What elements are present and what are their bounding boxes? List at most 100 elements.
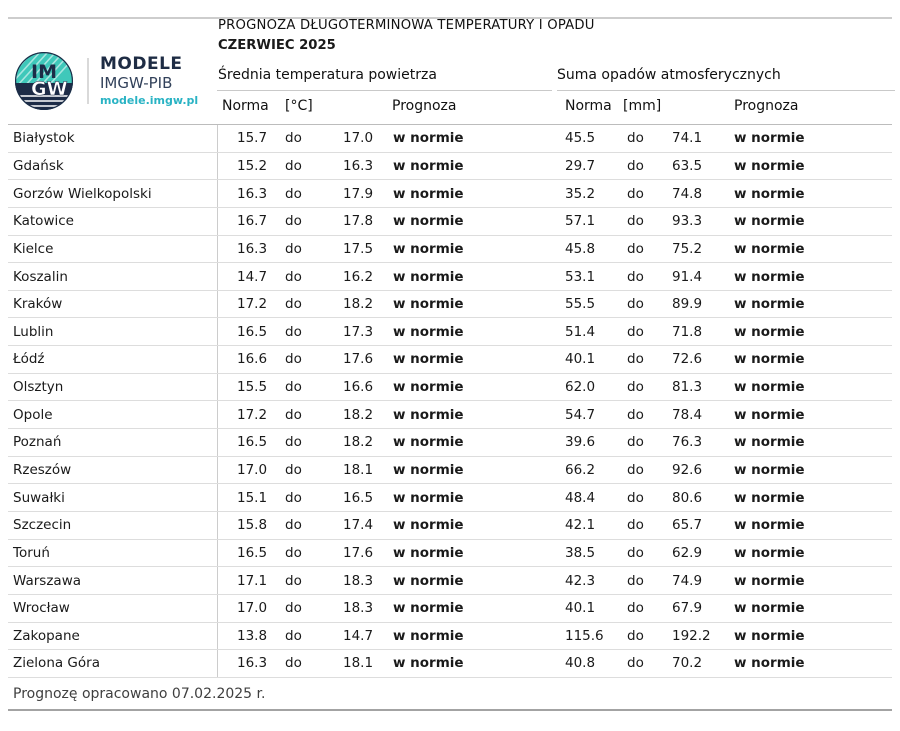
range-separator: do <box>285 462 302 478</box>
precip-norm-max: 62.9 <box>672 544 703 561</box>
precip-forecast: w normie <box>734 130 805 147</box>
precip-forecast: w normie <box>734 434 805 451</box>
range-separator: do <box>285 544 302 561</box>
city-name: Koszalin <box>13 268 68 285</box>
range-separator: do <box>627 655 644 672</box>
temp-forecast: w normie <box>393 185 464 202</box>
range-separator: do <box>627 600 644 617</box>
precip-norm-max: 192.2 <box>672 627 711 644</box>
precip-forecast: w normie <box>734 213 805 230</box>
range-separator: do <box>627 323 644 340</box>
precip-norm-max: 76.3 <box>672 434 703 451</box>
temp-norm-max: 17.6 <box>343 544 374 561</box>
city-name: Toruń <box>13 544 50 561</box>
table-row: Olsztyn 15.5 do 16.6 w normie 62.0 do 81… <box>8 373 892 402</box>
precip-norm-min: 38.5 <box>565 544 596 561</box>
precip-forecast: w normie <box>734 406 805 423</box>
precip-forecast: w normie <box>734 462 805 478</box>
precip-forecast: w normie <box>734 544 805 561</box>
logo-org: IMGW-PIB <box>100 74 173 93</box>
temp-norm-min: 15.8 <box>217 511 285 539</box>
temp-norm-min: 16.5 <box>217 539 285 567</box>
precip-forecast: w normie <box>734 185 805 202</box>
precip-section-underline <box>557 90 895 91</box>
range-separator: do <box>627 240 644 257</box>
table-row: Koszalin 14.7 do 16.2 w normie 53.1 do 9… <box>8 263 892 291</box>
temp-forecast: w normie <box>393 544 464 561</box>
temp-forecast: w normie <box>393 268 464 285</box>
precip-col-prognoza: Prognoza <box>734 98 799 114</box>
temp-col-norma: Norma <box>222 98 269 114</box>
imgw-logo: IM GW MODELE IMGW-PIB modele.imgw.pl <box>15 52 198 110</box>
table-row: Suwałki 15.1 do 16.5 w normie 48.4 do 80… <box>8 484 892 512</box>
temp-norm-max: 17.5 <box>343 240 374 257</box>
range-separator: do <box>627 572 644 589</box>
range-separator: do <box>627 213 644 230</box>
temp-norm-min: 16.7 <box>217 207 285 235</box>
table-row: Szczecin 15.8 do 17.4 w normie 42.1 do 6… <box>8 511 892 540</box>
precip-norm-max: 74.9 <box>672 572 703 589</box>
precip-forecast: w normie <box>734 600 805 617</box>
temp-norm-min: 14.7 <box>217 263 285 290</box>
precip-forecast: w normie <box>734 351 805 368</box>
table-row: Gdańsk 15.2 do 16.3 w normie 29.7 do 63.… <box>8 152 892 181</box>
range-separator: do <box>285 572 302 589</box>
precip-forecast: w normie <box>734 572 805 589</box>
range-separator: do <box>285 379 302 396</box>
range-separator: do <box>285 627 302 644</box>
city-name: Łódź <box>13 351 45 368</box>
precip-forecast: w normie <box>734 157 805 174</box>
logo-brand: MODELE <box>100 54 183 75</box>
temp-norm-max: 18.1 <box>343 462 374 478</box>
temp-norm-max: 17.9 <box>343 185 374 202</box>
temp-forecast: w normie <box>393 489 464 506</box>
svg-text:IM: IM <box>31 61 57 83</box>
footer: Prognozę opracowano 07.02.2025 r. <box>8 678 892 711</box>
range-separator: do <box>627 296 644 313</box>
temp-norm-min: 16.3 <box>217 180 285 207</box>
table-row: Katowice 16.7 do 17.8 w normie 57.1 do 9… <box>8 207 892 236</box>
page-subtitle-month: CZERWIEC 2025 <box>218 38 336 53</box>
range-separator: do <box>627 406 644 423</box>
precip-norm-max: 70.2 <box>672 655 703 672</box>
precip-norm-min: 51.4 <box>565 323 596 340</box>
temp-norm-min: 16.3 <box>217 650 285 677</box>
range-separator: do <box>285 600 302 617</box>
range-separator: do <box>285 517 302 534</box>
temp-norm-max: 16.5 <box>343 489 374 506</box>
temp-norm-min: 15.1 <box>217 484 285 511</box>
city-name: Rzeszów <box>13 462 72 478</box>
city-name: Poznań <box>13 434 62 451</box>
table-row: Zielona Góra 16.3 do 18.1 w normie 40.8 … <box>8 650 892 678</box>
precip-col-unit: [mm] <box>623 98 662 114</box>
range-separator: do <box>285 213 302 230</box>
city-name: Zielona Góra <box>13 655 100 672</box>
city-name: Lublin <box>13 323 54 340</box>
temp-norm-max: 18.1 <box>343 655 374 672</box>
precip-norm-max: 81.3 <box>672 379 703 396</box>
range-separator: do <box>285 157 302 174</box>
table-row: Rzeszów 17.0 do 18.1 w normie 66.2 do 92… <box>8 456 892 485</box>
precip-forecast: w normie <box>734 489 805 506</box>
precip-norm-max: 91.4 <box>672 268 703 285</box>
precip-norm-min: 39.6 <box>565 434 596 451</box>
temp-forecast: w normie <box>393 379 464 396</box>
temp-norm-min: 17.2 <box>217 401 285 429</box>
range-separator: do <box>627 517 644 534</box>
temp-norm-max: 16.2 <box>343 268 374 285</box>
city-name: Wrocław <box>13 600 70 617</box>
precip-norm-min: 62.0 <box>565 379 596 396</box>
temp-norm-max: 17.4 <box>343 517 374 534</box>
precip-norm-max: 89.9 <box>672 296 703 313</box>
logo-text: MODELE IMGW-PIB modele.imgw.pl <box>100 55 198 106</box>
temp-norm-min: 17.0 <box>217 456 285 484</box>
temp-norm-max: 16.3 <box>343 157 374 174</box>
range-separator: do <box>627 268 644 285</box>
logo-url: modele.imgw.pl <box>100 93 199 107</box>
range-separator: do <box>285 351 302 368</box>
table-row: Gorzów Wielkopolski 16.3 do 17.9 w normi… <box>8 180 892 208</box>
precip-forecast: w normie <box>734 517 805 534</box>
temp-norm-min: 16.5 <box>217 318 285 346</box>
temp-forecast: w normie <box>393 627 464 644</box>
range-separator: do <box>627 489 644 506</box>
